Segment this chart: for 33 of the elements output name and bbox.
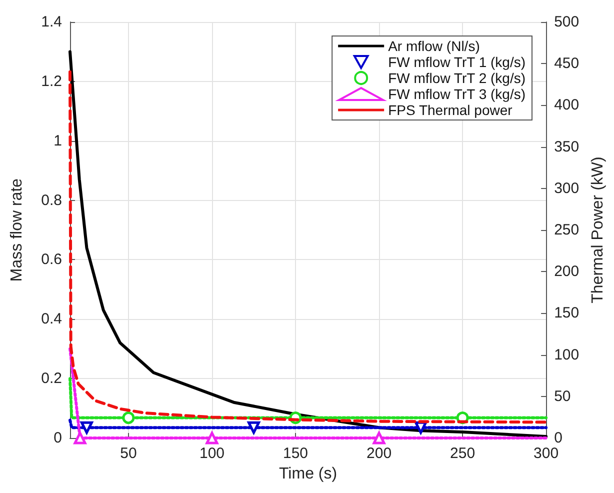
x-tick-label: 50 [120, 445, 137, 462]
y-tick-label: 0.8 [41, 192, 62, 209]
y-tick-label: 0 [54, 430, 62, 446]
legend-label: FW mflow TrT 1 (kg/s) [388, 54, 526, 70]
y2-tick-label: 350 [554, 138, 580, 156]
y-tick-label: 0.2 [41, 370, 62, 388]
y2-axis-title: Thermal Power (kW) [590, 156, 606, 304]
x-axis-title: Time (s) [279, 466, 338, 482]
y-tick-label: 1 [54, 132, 62, 150]
y2-tick-label: 450 [554, 55, 580, 72]
x-tick-label: 200 [366, 445, 392, 462]
y2-tick-label: 0 [554, 430, 562, 446]
x-tick-label: 100 [199, 445, 224, 462]
y2-tick-label: 500 [554, 14, 580, 30]
x-tick-label: 250 [450, 445, 476, 462]
x-tick-label: 300 [534, 445, 559, 462]
legend-label: Ar mflow (Nl/s) [388, 38, 480, 54]
y-tick-label: 0.4 [41, 310, 62, 328]
legend-label: FPS Thermal power [388, 102, 513, 118]
x-tick-label: 150 [282, 445, 308, 462]
y2-tick-label: 400 [554, 96, 580, 114]
y-tick-label: 0.6 [41, 251, 62, 268]
y2-tick-label: 50 [554, 388, 571, 405]
y2-tick-label: 100 [554, 346, 580, 364]
y-tick-label: 1.2 [41, 72, 62, 90]
y2-tick-label: 200 [554, 263, 580, 280]
y-tick-label: 1.4 [41, 14, 62, 30]
y2-tick-label: 150 [554, 304, 580, 322]
legend-label: FW mflow TrT 3 (kg/s) [388, 86, 526, 102]
y-axis-title: Mass flow rate [8, 178, 26, 282]
y2-tick-label: 300 [554, 180, 580, 197]
y2-tick-label: 250 [554, 222, 580, 238]
legend-label: FW mflow TrT 2 (kg/s) [388, 70, 526, 86]
